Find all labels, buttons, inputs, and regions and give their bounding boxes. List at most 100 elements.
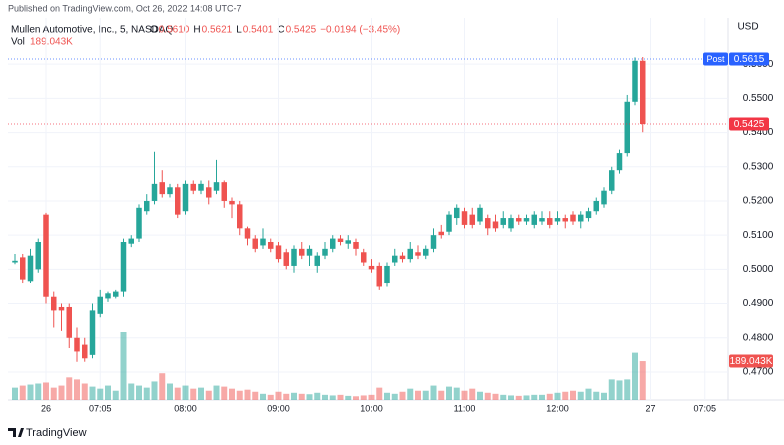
price-line-tag-label: Post xyxy=(706,54,725,64)
candle-body xyxy=(570,214,576,222)
candle-body xyxy=(260,238,266,246)
volume-bar xyxy=(539,394,545,400)
volume-bar xyxy=(159,373,166,400)
candle-body xyxy=(399,255,406,260)
candle-body xyxy=(508,218,514,229)
volume-bar xyxy=(128,383,135,400)
candle-body xyxy=(368,265,375,270)
volume-value: 189.043K xyxy=(30,37,73,48)
volume-bar xyxy=(182,385,189,400)
volume-badge-label: 189.043K xyxy=(730,356,773,367)
candle-body xyxy=(120,242,127,292)
y-tick-label: 0.4700 xyxy=(743,367,774,378)
x-tick-label: 10:00 xyxy=(360,403,383,413)
volume-bar xyxy=(570,390,576,400)
candle-body xyxy=(299,248,305,256)
volume-bar xyxy=(252,391,259,400)
published-note: Published on TradingView.com, Oct 26, 20… xyxy=(8,3,241,13)
ohlc-label: C xyxy=(277,25,284,36)
ohlc-value: 0.5425 xyxy=(286,25,317,36)
candle-body xyxy=(74,337,80,352)
x-tick-label: 12:00 xyxy=(546,403,569,413)
y-tick-label: 0.5400 xyxy=(743,127,774,138)
ohlc-legend: O 0.5610 H 0.5621 L 0.5401 C 0.5425 −0.0194 (−3.… xyxy=(150,25,400,36)
candle-body xyxy=(446,214,452,232)
volume-bar xyxy=(322,394,328,400)
volume-bar xyxy=(244,389,251,400)
y-tick-label: 0.4800 xyxy=(743,332,774,343)
candle-body xyxy=(640,60,646,125)
candle-body xyxy=(353,242,359,249)
candle-body xyxy=(314,255,320,266)
candle-body xyxy=(159,182,165,195)
volume-bar xyxy=(66,377,73,400)
candle-body xyxy=(190,183,196,191)
volume-bar xyxy=(105,385,111,400)
y-tick-label: 0.5300 xyxy=(743,161,774,172)
ohlc-value: 0.5610 xyxy=(159,25,190,36)
candle-body xyxy=(167,187,173,195)
volume-bar xyxy=(577,391,584,400)
candle-body xyxy=(182,183,189,212)
y-tick-label: 0.5500 xyxy=(743,93,774,104)
candle-body xyxy=(12,260,18,263)
volume-bar xyxy=(624,379,631,400)
volume-bar xyxy=(19,385,26,400)
volume-bar xyxy=(298,393,305,400)
volume-bar xyxy=(50,387,57,400)
candle-body xyxy=(523,218,530,222)
candle-body xyxy=(376,265,382,287)
ohlc-label: O xyxy=(150,25,158,36)
volume-bar xyxy=(12,387,18,400)
volume-bar xyxy=(27,384,34,400)
volume-bar xyxy=(337,394,344,400)
volume-bar xyxy=(143,387,150,400)
ohlc-label: L xyxy=(236,25,242,36)
candle-body xyxy=(539,218,545,222)
y-tick-label: 0.5000 xyxy=(743,264,774,275)
y-tick-label: 0.5100 xyxy=(743,230,774,241)
volume-bar xyxy=(422,390,429,400)
volume-bar xyxy=(461,390,468,400)
volume-bar xyxy=(477,391,483,400)
volume-bar xyxy=(314,392,321,400)
candle-body xyxy=(136,207,142,239)
volume-bar xyxy=(492,393,499,400)
candle-body xyxy=(66,306,72,338)
candle-body xyxy=(578,214,584,222)
volume-bar xyxy=(484,392,491,400)
volume-bar xyxy=(291,392,297,400)
candle-body xyxy=(407,248,413,260)
candle-body xyxy=(35,242,41,270)
volume-bar xyxy=(639,361,646,400)
volume-bar xyxy=(198,387,204,400)
candle-body xyxy=(384,265,390,284)
volume-bar xyxy=(407,388,414,400)
volume-bar xyxy=(430,385,437,400)
candle-body xyxy=(206,187,212,198)
volume-badge xyxy=(729,354,773,368)
candle-body xyxy=(291,248,297,266)
candle-body xyxy=(454,207,460,219)
candle-body xyxy=(516,218,522,222)
volume-bar xyxy=(112,390,119,400)
x-tick-label: 07:05 xyxy=(693,403,716,413)
volume-bar xyxy=(608,379,615,400)
candles xyxy=(12,56,646,362)
candle-body xyxy=(175,187,181,215)
volume-bar xyxy=(415,390,421,400)
volume-bar xyxy=(368,394,375,400)
candle-body xyxy=(306,248,313,256)
candle-body xyxy=(43,214,49,297)
candle-body xyxy=(268,242,274,249)
volume-bar xyxy=(275,391,282,400)
volume-bar xyxy=(384,392,390,400)
candle-body xyxy=(616,153,623,171)
volume-bar xyxy=(221,386,228,400)
volume-bar xyxy=(190,388,197,400)
volume-bar xyxy=(446,386,452,400)
candle-body xyxy=(283,252,289,266)
volume-bar xyxy=(453,387,460,400)
volume-bar xyxy=(523,395,530,400)
